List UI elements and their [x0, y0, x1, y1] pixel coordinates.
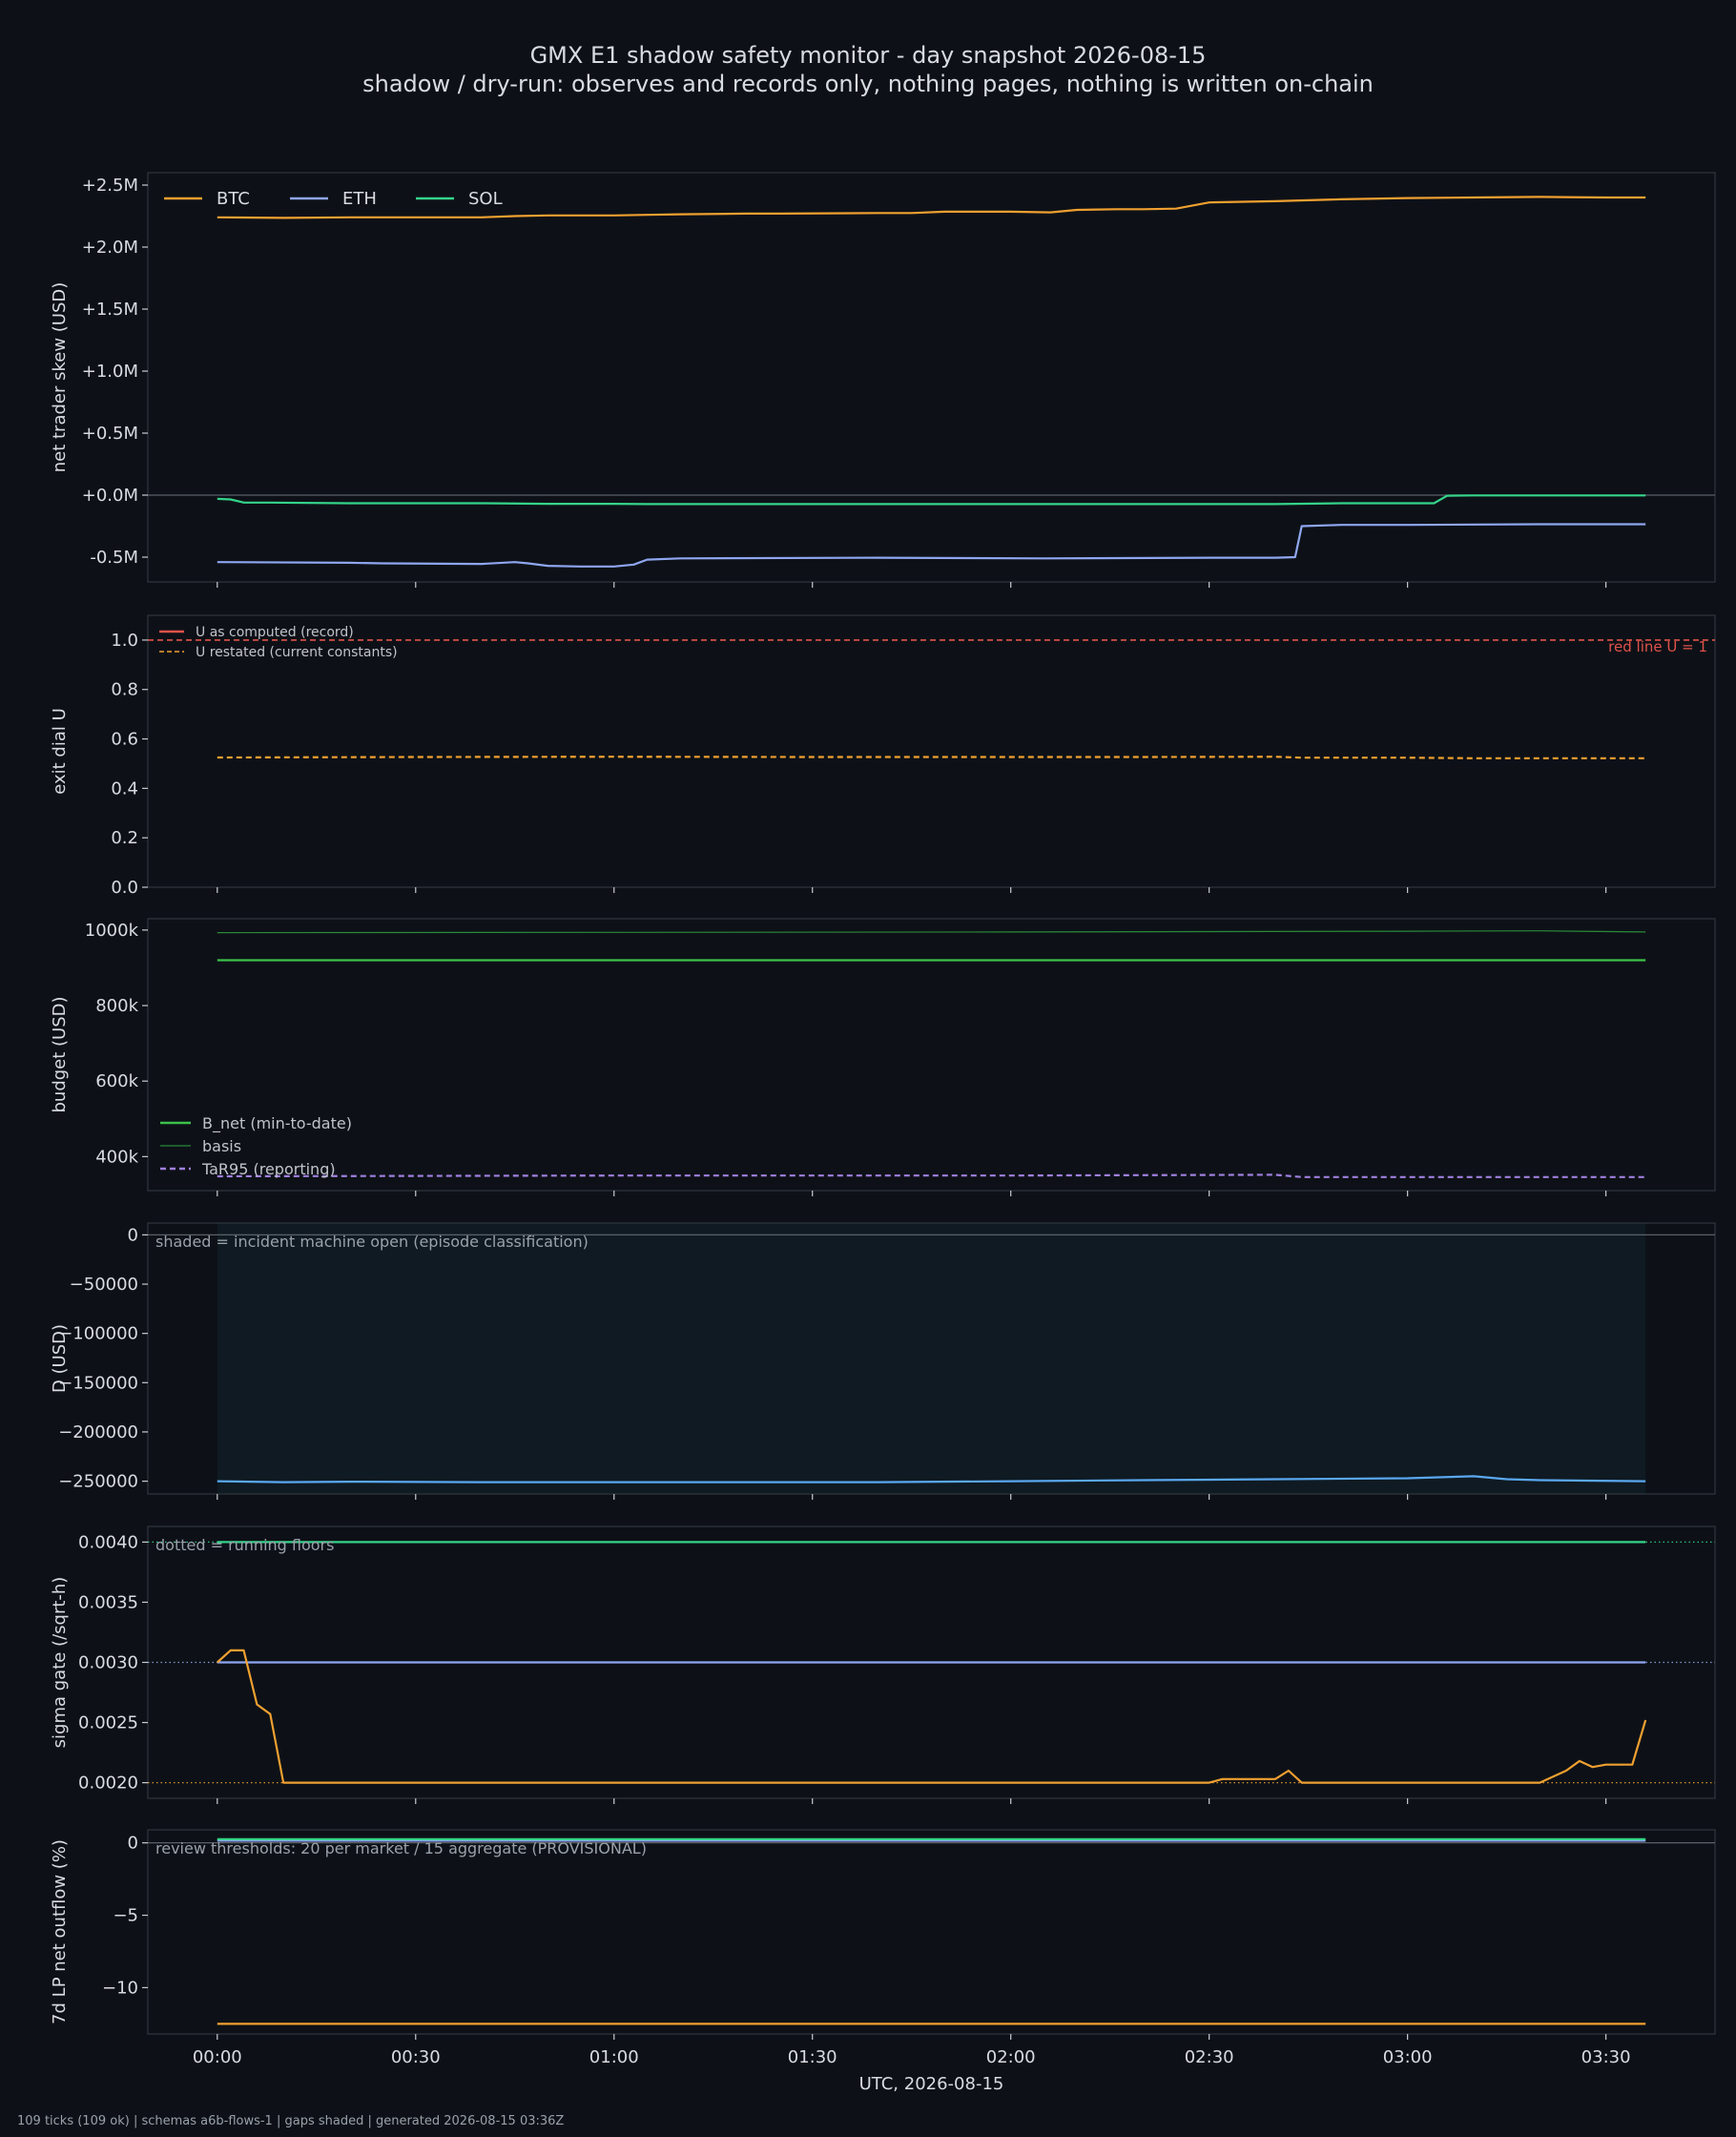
panel-6: −10 −5 0 7d LP net outflow (%) review thresh… [50, 1829, 1716, 2094]
y-tick-label: +2.0M [82, 238, 138, 258]
y-tick-label: 1.0 [111, 631, 138, 651]
y-tick-label: −100000 [58, 1324, 138, 1344]
y-tick-label: +1.5M [82, 300, 138, 320]
series-line-4-1 [217, 1475, 1646, 1483]
series-line-u-restated-current-constants- [217, 756, 1646, 759]
legend-label: U restated (current constants) [196, 645, 398, 660]
y-tick-label: 600k [95, 1071, 138, 1091]
y-tick-label: 0.2 [111, 828, 138, 848]
panel-1: -0.5M +0.0M +0.5M +1.0M +1.5M +2.0M +2.5M net t… [50, 172, 1716, 588]
series-line-btc [217, 196, 1646, 219]
y-tick-label: 0.4 [111, 778, 138, 799]
series-line-basis [217, 930, 1646, 934]
panel-annotation: review thresholds: 20 per market / 15 ag… [155, 1839, 647, 1857]
x-tick-label: 00:30 [391, 2047, 441, 2067]
axes-frame [147, 172, 1716, 583]
x-tick-label: 01:00 [589, 2047, 639, 2067]
panel-5: 0.0020 0.0025 0.0030 0.0035 0.0040 sigma gate… [50, 1525, 1716, 1804]
y-tick-label: 800k [95, 996, 138, 1016]
y-tick-label: −150000 [58, 1373, 138, 1393]
panel-2: 0.0 0.2 0.4 0.6 0.8 1.0 exit dial U red line U … [50, 614, 1716, 898]
series-line-eth [217, 523, 1646, 568]
panel-3: 400k 600k 800k 1000k budget (USD) B_net (min-… [50, 918, 1716, 1196]
y-tick-label: 0.0020 [78, 1774, 138, 1794]
legend-label: U as computed (record) [196, 625, 354, 640]
legend-label: SOL [468, 189, 503, 209]
y-tick-label: -0.5M [90, 548, 138, 568]
axes-frame [147, 1829, 1716, 2035]
legend-label: BTC [217, 189, 250, 209]
axes-frame [147, 918, 1716, 1192]
panel-annotation: shaded = incident machine open (episode … [155, 1233, 589, 1251]
series-line-sol [217, 494, 1646, 506]
y-tick-label: 0.0 [111, 878, 138, 898]
y-tick-label: −250000 [58, 1472, 138, 1492]
x-tick-label: 01:30 [788, 2047, 837, 2067]
axes-frame [147, 1222, 1716, 1495]
x-tick-label: 03:00 [1383, 2047, 1433, 2067]
x-tick-label: 03:30 [1581, 2047, 1631, 2067]
footer-status: 109 ticks (109 ok) | schemas a6b-flows-1… [17, 2114, 565, 2128]
y-tick-label: +2.5M [82, 176, 138, 196]
series-line-5-3 [217, 1649, 1647, 1784]
y-axis-label: net trader skew (USD) [50, 282, 70, 473]
axes-frame [147, 614, 1716, 888]
y-tick-label: +0.0M [82, 486, 138, 506]
y-tick-label: 400k [95, 1147, 138, 1167]
y-tick-label: −10 [102, 1978, 138, 1998]
y-axis-label: 7d LP net outflow (%) [50, 1839, 70, 2024]
legend-label: TaR95 (reporting) [201, 1160, 336, 1178]
y-tick-label: 0.6 [111, 730, 138, 750]
y-tick-label: 0 [128, 1834, 138, 1854]
y-tick-label: +1.0M [82, 362, 138, 382]
y-tick-label: +0.5M [82, 424, 138, 444]
panel-annotation: dotted = running floors [155, 1536, 334, 1554]
y-tick-label: 0.0035 [78, 1592, 138, 1612]
y-axis-label: exit dial U [50, 708, 70, 795]
y-tick-label: 1000k [85, 921, 139, 941]
red-line-annotation: red line U = 1 [1608, 638, 1707, 655]
x-tick-label: 02:00 [986, 2047, 1036, 2067]
y-tick-label: 0.8 [111, 680, 138, 700]
y-axis-label: sigma gate (/sqrt-h) [50, 1577, 70, 1749]
legend-label: ETH [342, 189, 377, 209]
legend-label: B_net (min-to-date) [202, 1114, 352, 1133]
y-tick-label: 0.0040 [78, 1532, 138, 1552]
y-axis-label: budget (USD) [50, 996, 70, 1112]
x-tick-label: 02:30 [1185, 2047, 1234, 2067]
series-line-tar95-reporting- [217, 1173, 1646, 1178]
x-axis-label: UTC, 2026-08-15 [859, 2074, 1004, 2094]
y-axis-label: D (USD) [50, 1324, 70, 1393]
y-tick-label: −50000 [70, 1275, 138, 1295]
legend-label: basis [202, 1137, 241, 1155]
y-tick-label: 0.0030 [78, 1653, 138, 1673]
y-tick-label: −200000 [58, 1422, 138, 1442]
y-tick-label: −5 [113, 1906, 138, 1926]
panel-4: −250000 −200000 −150000 −100000 −50000 0 D (US… [50, 1222, 1716, 1500]
chart-title: GMX E1 shadow safety monitor - day snaps… [529, 42, 1207, 69]
y-tick-label: 0 [128, 1225, 138, 1245]
y-tick-label: 0.0025 [78, 1713, 138, 1733]
x-tick-label: 00:00 [193, 2047, 242, 2067]
incident-shaded-region [217, 1223, 1646, 1494]
chart-subtitle: shadow / dry-run: observes and records o… [362, 71, 1374, 97]
